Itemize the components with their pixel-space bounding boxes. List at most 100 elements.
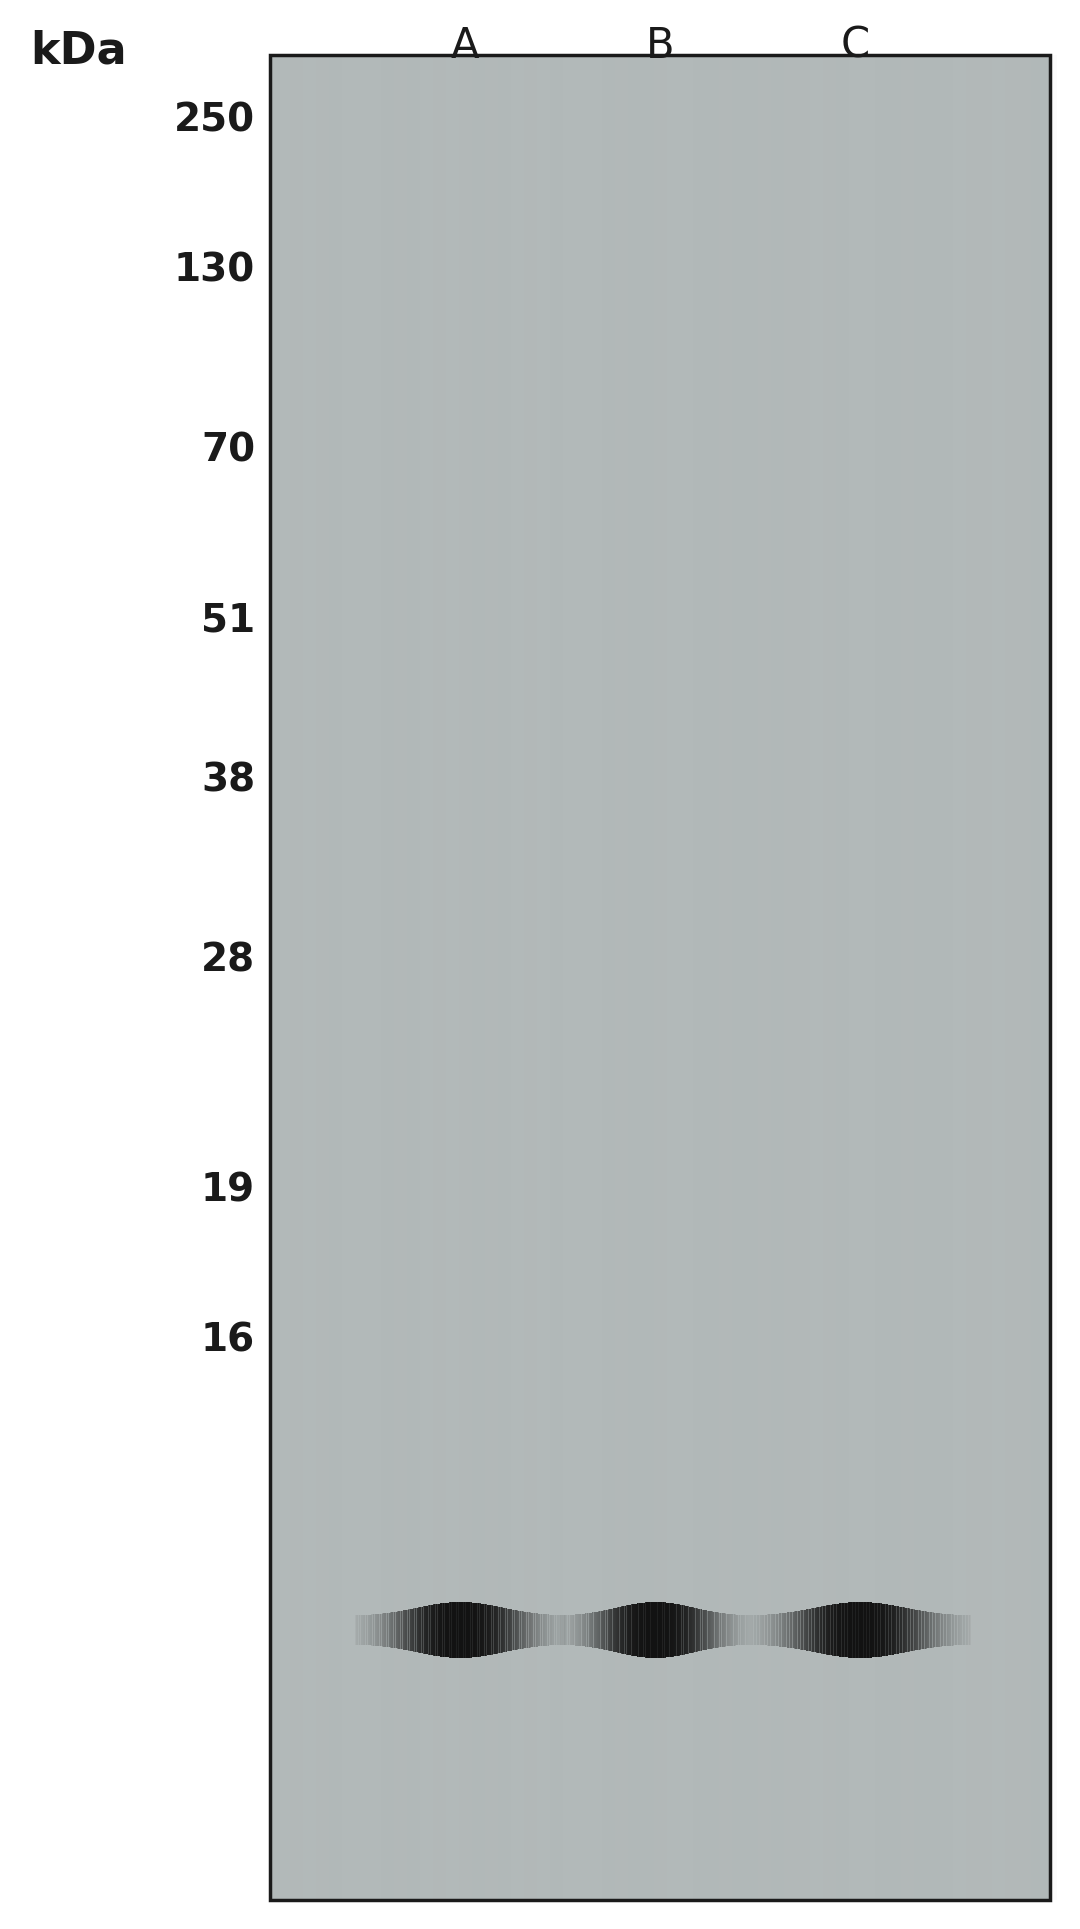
- Bar: [467, 1603, 469, 1657]
- Bar: [806, 1609, 807, 1651]
- Bar: [868, 1603, 870, 1657]
- Bar: [405, 1611, 406, 1649]
- Bar: [860, 1601, 861, 1659]
- Bar: [727, 1615, 728, 1645]
- Bar: [563, 56, 576, 1900]
- Bar: [978, 56, 991, 1900]
- Bar: [501, 1607, 502, 1653]
- Bar: [855, 1603, 856, 1657]
- Bar: [796, 1611, 797, 1649]
- Bar: [861, 1601, 862, 1659]
- Bar: [485, 1605, 486, 1655]
- Bar: [924, 1611, 926, 1649]
- Bar: [535, 1613, 536, 1647]
- Bar: [485, 56, 498, 1900]
- Bar: [676, 1605, 677, 1655]
- Bar: [691, 1607, 693, 1653]
- Bar: [522, 1611, 523, 1649]
- Bar: [611, 1609, 612, 1651]
- Bar: [864, 1603, 866, 1657]
- Bar: [532, 1613, 534, 1647]
- Bar: [616, 1609, 617, 1651]
- Bar: [514, 1611, 515, 1649]
- Bar: [797, 1611, 798, 1649]
- Bar: [646, 1603, 647, 1657]
- Bar: [809, 1609, 810, 1651]
- Bar: [743, 1615, 744, 1645]
- Bar: [661, 1603, 662, 1657]
- Bar: [595, 1613, 596, 1647]
- Bar: [697, 1609, 698, 1651]
- Bar: [737, 1615, 738, 1645]
- Bar: [589, 56, 602, 1900]
- Bar: [562, 1615, 563, 1645]
- Bar: [468, 1603, 469, 1657]
- Bar: [875, 1603, 876, 1657]
- Bar: [730, 1615, 731, 1645]
- Bar: [483, 1603, 484, 1657]
- Bar: [1004, 56, 1017, 1900]
- Bar: [642, 1603, 643, 1657]
- Bar: [893, 1605, 894, 1655]
- Bar: [750, 1615, 752, 1645]
- Bar: [516, 1611, 517, 1649]
- Bar: [491, 1605, 492, 1655]
- Bar: [810, 1609, 811, 1651]
- Bar: [374, 1615, 375, 1645]
- Bar: [796, 1611, 797, 1649]
- Bar: [823, 1607, 824, 1653]
- Bar: [815, 1607, 816, 1653]
- Bar: [357, 1615, 359, 1645]
- Bar: [501, 1607, 502, 1653]
- Bar: [681, 1605, 683, 1655]
- Bar: [888, 1605, 889, 1655]
- Bar: [539, 1613, 540, 1647]
- Bar: [625, 1605, 626, 1655]
- Bar: [837, 1603, 838, 1657]
- Bar: [726, 1613, 727, 1647]
- Bar: [448, 1603, 449, 1657]
- Bar: [926, 1611, 927, 1649]
- Bar: [822, 1607, 823, 1653]
- Bar: [633, 1605, 634, 1655]
- Bar: [541, 1615, 542, 1645]
- Bar: [523, 1611, 524, 1649]
- Bar: [882, 1603, 883, 1657]
- Bar: [858, 1601, 859, 1659]
- Bar: [741, 1615, 742, 1645]
- Bar: [382, 1613, 383, 1647]
- Bar: [360, 1615, 361, 1645]
- Bar: [832, 1605, 834, 1655]
- Bar: [916, 1611, 917, 1649]
- Bar: [918, 1611, 919, 1649]
- Bar: [657, 1601, 658, 1659]
- Bar: [598, 1611, 599, 1649]
- Bar: [362, 1615, 363, 1645]
- Bar: [440, 1603, 441, 1657]
- Bar: [387, 1613, 388, 1647]
- Bar: [945, 1615, 946, 1645]
- Bar: [868, 1603, 869, 1657]
- Bar: [823, 56, 836, 1900]
- Bar: [843, 1603, 845, 1657]
- Bar: [593, 1613, 594, 1647]
- Bar: [731, 56, 744, 1900]
- Bar: [509, 1609, 510, 1651]
- Bar: [891, 1605, 893, 1655]
- Bar: [805, 1609, 806, 1651]
- Bar: [376, 1615, 377, 1645]
- Bar: [602, 56, 615, 1900]
- Bar: [406, 1611, 407, 1649]
- Bar: [549, 1615, 550, 1645]
- Bar: [588, 1613, 589, 1647]
- Bar: [363, 1615, 364, 1645]
- Bar: [784, 1613, 786, 1647]
- Bar: [714, 1613, 715, 1647]
- Bar: [800, 1611, 801, 1649]
- Bar: [383, 1613, 384, 1647]
- Bar: [885, 1605, 887, 1655]
- Bar: [729, 1615, 730, 1645]
- Bar: [451, 1603, 453, 1657]
- Bar: [441, 1603, 443, 1657]
- Bar: [435, 1605, 436, 1655]
